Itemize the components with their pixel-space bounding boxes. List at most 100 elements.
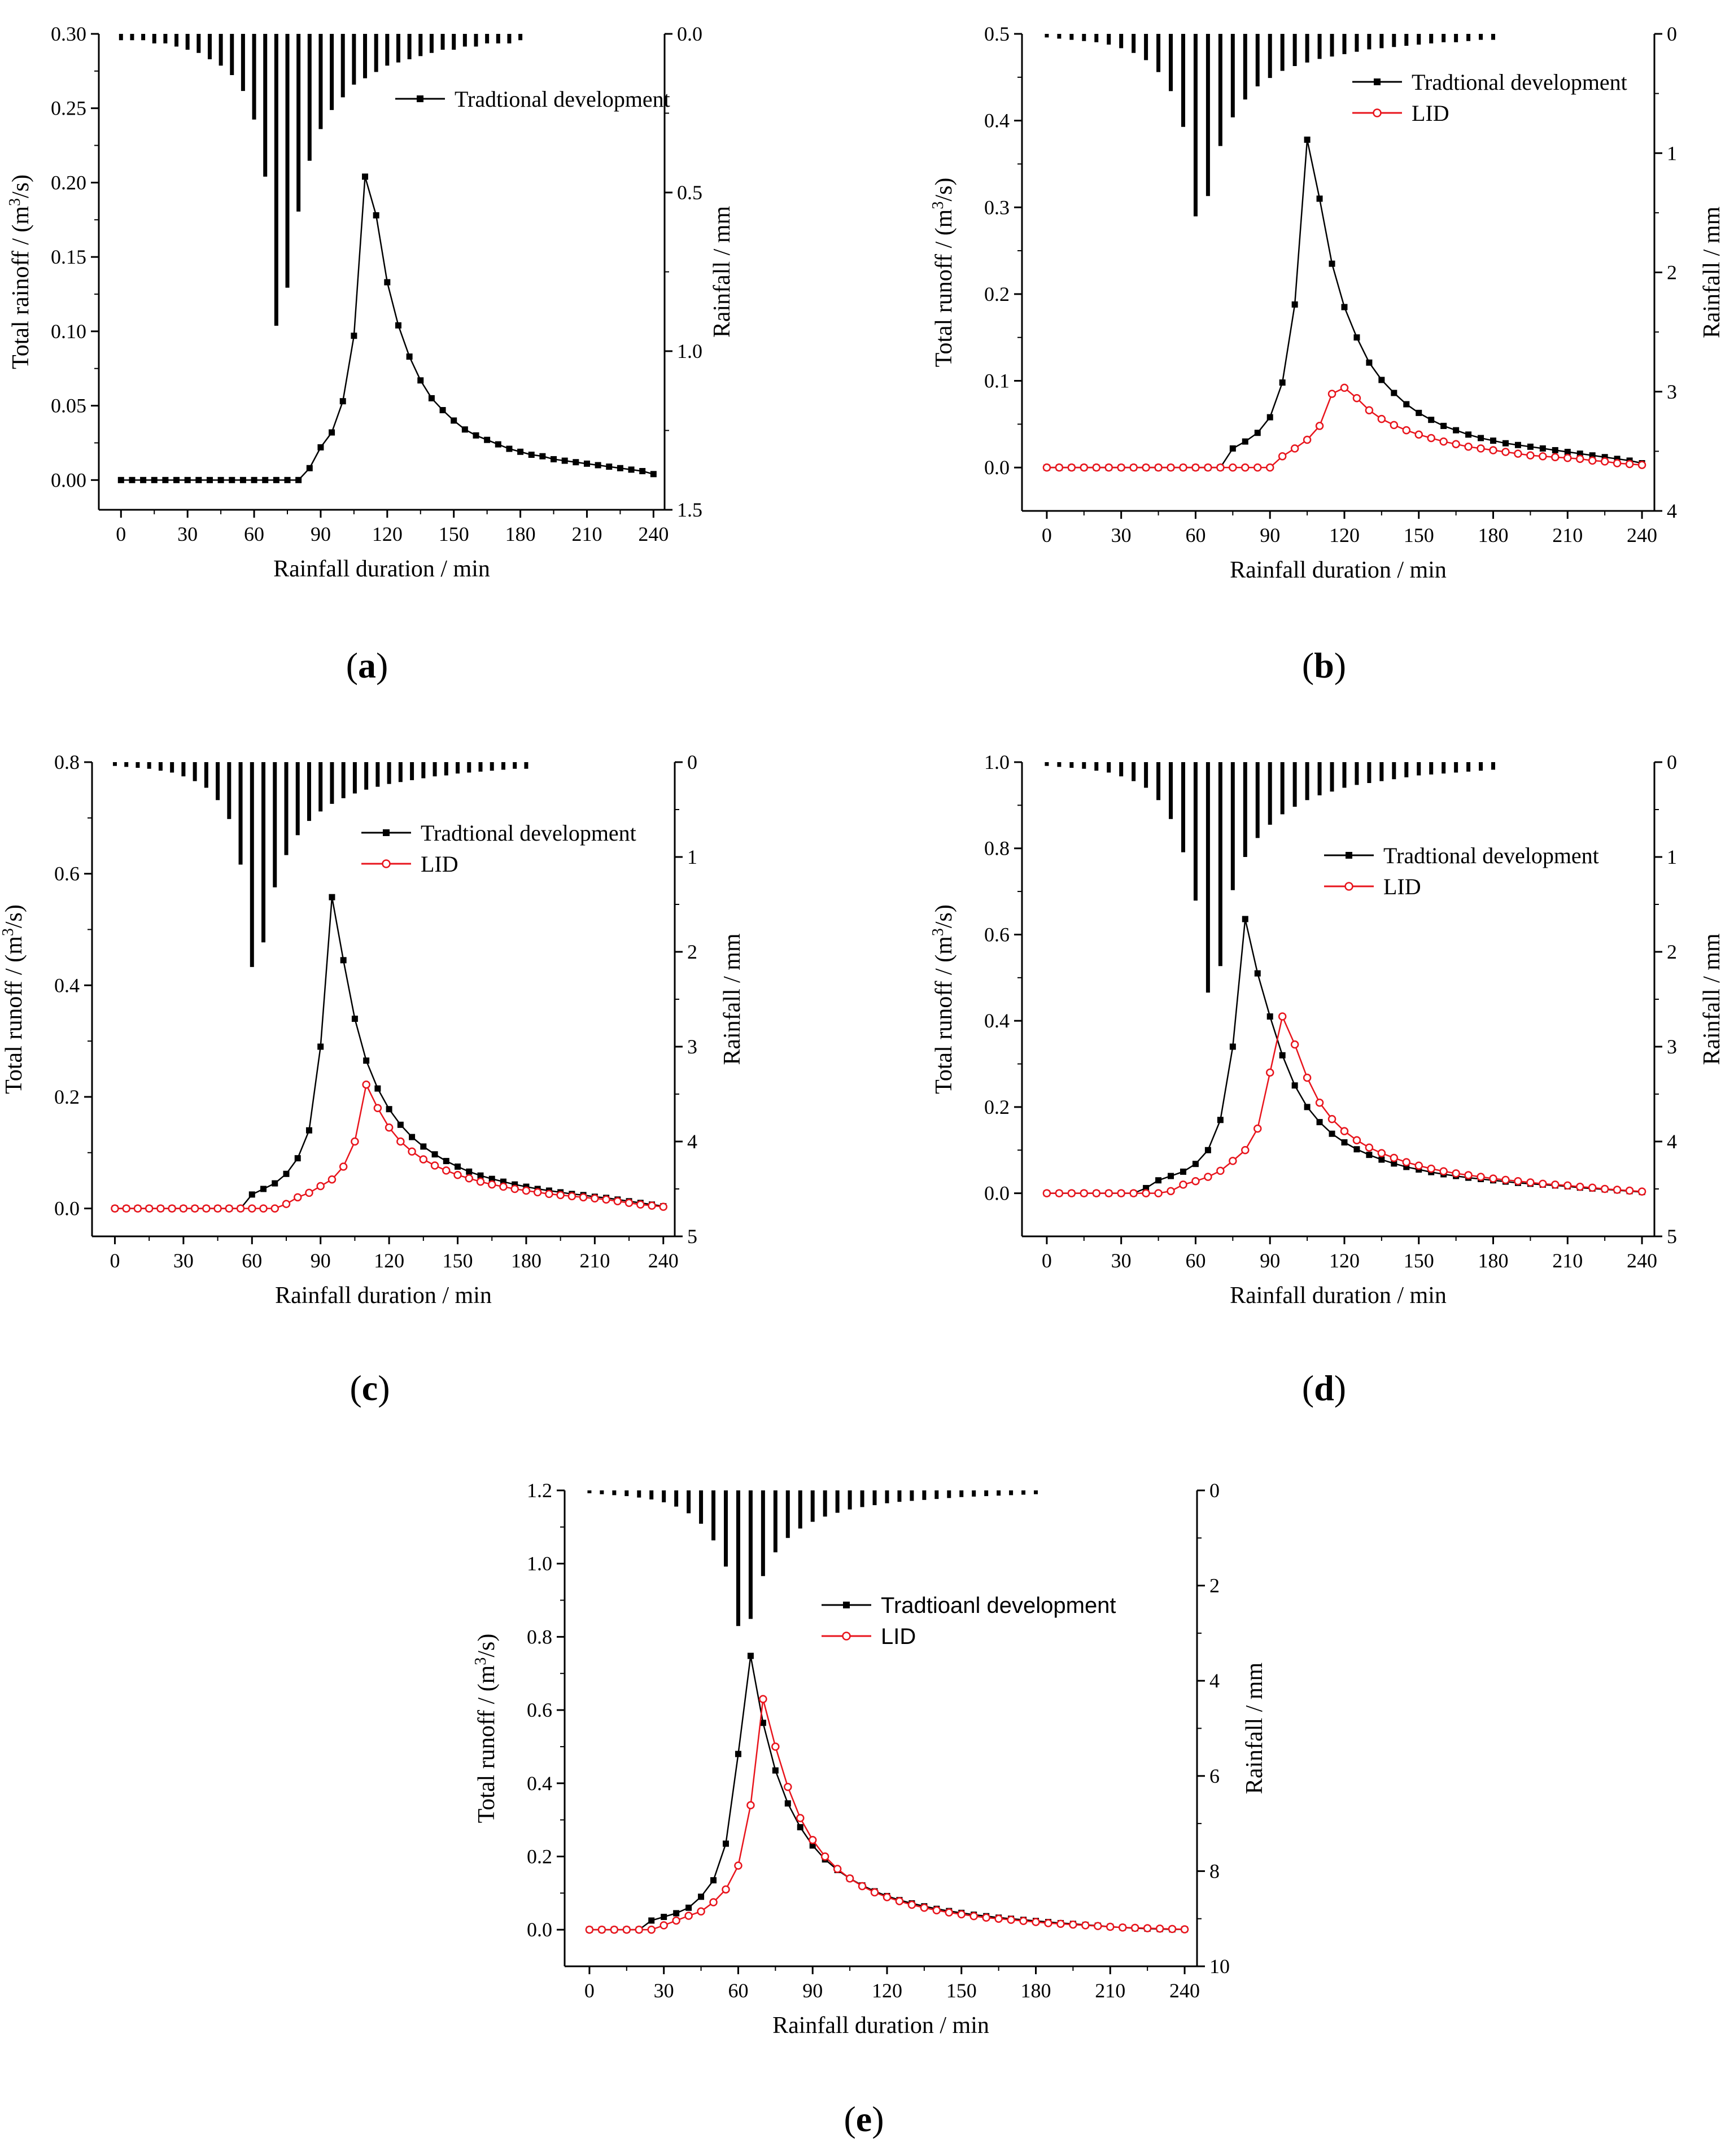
data-point	[293, 1193, 302, 1202]
y-tick-label: 1.0	[984, 751, 1010, 773]
data-point	[1242, 438, 1248, 445]
data-point	[1464, 443, 1473, 451]
data-point	[734, 1861, 742, 1870]
data-point	[1377, 1149, 1386, 1157]
data-point	[1539, 1179, 1547, 1188]
x-tick-label: 30	[654, 1979, 674, 2002]
rainfall-bars	[112, 762, 529, 967]
y2-tick-label: 0	[1209, 1479, 1220, 1502]
x-tick-label: 180	[505, 523, 536, 545]
data-point	[1094, 1922, 1102, 1930]
y-tick-label: 1.2	[527, 1479, 552, 1502]
series-line	[1046, 919, 1643, 1194]
y2-tick-label: 3	[1667, 1035, 1677, 1058]
data-point	[746, 1801, 755, 1809]
x-tick-label: 150	[443, 1249, 473, 1272]
data-point	[1452, 440, 1460, 448]
data-point	[622, 1925, 631, 1934]
data-point	[260, 1186, 267, 1192]
y2-tick-label: 8	[1209, 1860, 1220, 1882]
data-point	[1265, 463, 1274, 472]
data-point	[1539, 452, 1547, 461]
data-point	[259, 1204, 268, 1213]
y2-tick-label: 3	[1667, 381, 1677, 403]
y-tick-label: 0.25	[51, 97, 86, 120]
x-tick-label: 120	[374, 1249, 404, 1272]
panel-label: (d)	[1302, 1368, 1346, 1408]
data-point	[351, 1137, 359, 1146]
data-point	[1613, 459, 1622, 467]
data-point	[1242, 916, 1248, 922]
data-point	[339, 1162, 348, 1171]
data-point	[262, 476, 269, 483]
data-point	[1465, 431, 1472, 438]
series-traditional	[117, 173, 657, 483]
data-point	[969, 1912, 978, 1921]
data-point	[431, 1151, 438, 1158]
data-point	[1563, 1181, 1572, 1190]
legend-marker	[1373, 108, 1382, 117]
x-tick-label: 90	[311, 523, 331, 545]
x-axis-label: Rainfall duration / min	[273, 556, 490, 582]
data-point	[672, 1916, 680, 1925]
data-point	[1327, 390, 1336, 398]
series-lid	[1042, 383, 1646, 472]
x-tick-label: 150	[439, 523, 469, 545]
data-point	[363, 1057, 370, 1064]
data-point	[722, 1885, 730, 1894]
data-point	[1576, 451, 1583, 457]
data-point	[567, 1192, 576, 1201]
data-point	[362, 1080, 370, 1089]
data-point	[1316, 1119, 1323, 1126]
data-point	[1104, 463, 1113, 472]
y2-axis-label: Rainfall / mm	[709, 206, 735, 338]
y-tick-label: 0.2	[54, 1086, 80, 1108]
legend-label: LID	[881, 1624, 916, 1649]
data-point	[145, 1204, 154, 1213]
data-point	[1241, 463, 1250, 472]
legend: Tradtional development LID	[361, 820, 636, 877]
data-point	[684, 1912, 693, 1920]
data-point	[1402, 426, 1411, 435]
data-point	[477, 1172, 484, 1179]
data-point	[1080, 1189, 1089, 1197]
data-point	[1477, 1173, 1485, 1181]
data-point	[476, 1177, 485, 1186]
legend-marker	[843, 1602, 850, 1608]
legend-marker	[1346, 852, 1352, 859]
data-point	[1391, 390, 1397, 396]
y-tick-label: 0.1	[984, 370, 1010, 392]
data-point	[1526, 1178, 1535, 1187]
data-point	[384, 279, 391, 286]
data-point	[591, 1194, 599, 1203]
data-point	[1117, 463, 1125, 472]
y2-tick-label: 6	[1209, 1765, 1220, 1787]
data-point	[506, 445, 513, 452]
x-tick-label: 0	[116, 523, 126, 545]
data-point	[184, 476, 191, 483]
data-point	[1056, 1919, 1065, 1928]
data-point	[809, 1842, 816, 1849]
data-point	[1216, 1166, 1225, 1175]
data-point	[722, 1840, 729, 1847]
data-point	[1055, 1189, 1064, 1197]
panel-label: (c)	[350, 1368, 390, 1408]
data-point	[673, 1910, 680, 1917]
data-point	[698, 1893, 705, 1900]
legend-label: LID	[1412, 100, 1449, 126]
x-tick-label: 60	[242, 1249, 262, 1272]
data-point	[419, 1155, 428, 1164]
data-point	[1402, 1158, 1411, 1166]
data-point	[1551, 1180, 1560, 1189]
data-point	[650, 471, 657, 478]
x-tick-label: 240	[648, 1249, 679, 1272]
data-point	[1502, 440, 1509, 447]
data-point	[316, 1182, 325, 1191]
data-point	[329, 429, 335, 436]
data-point	[747, 1652, 754, 1659]
x-tick-label: 240	[1627, 524, 1657, 546]
data-point	[499, 1182, 508, 1191]
data-point	[272, 1180, 278, 1187]
data-point	[1229, 1043, 1236, 1050]
data-point	[417, 377, 424, 384]
